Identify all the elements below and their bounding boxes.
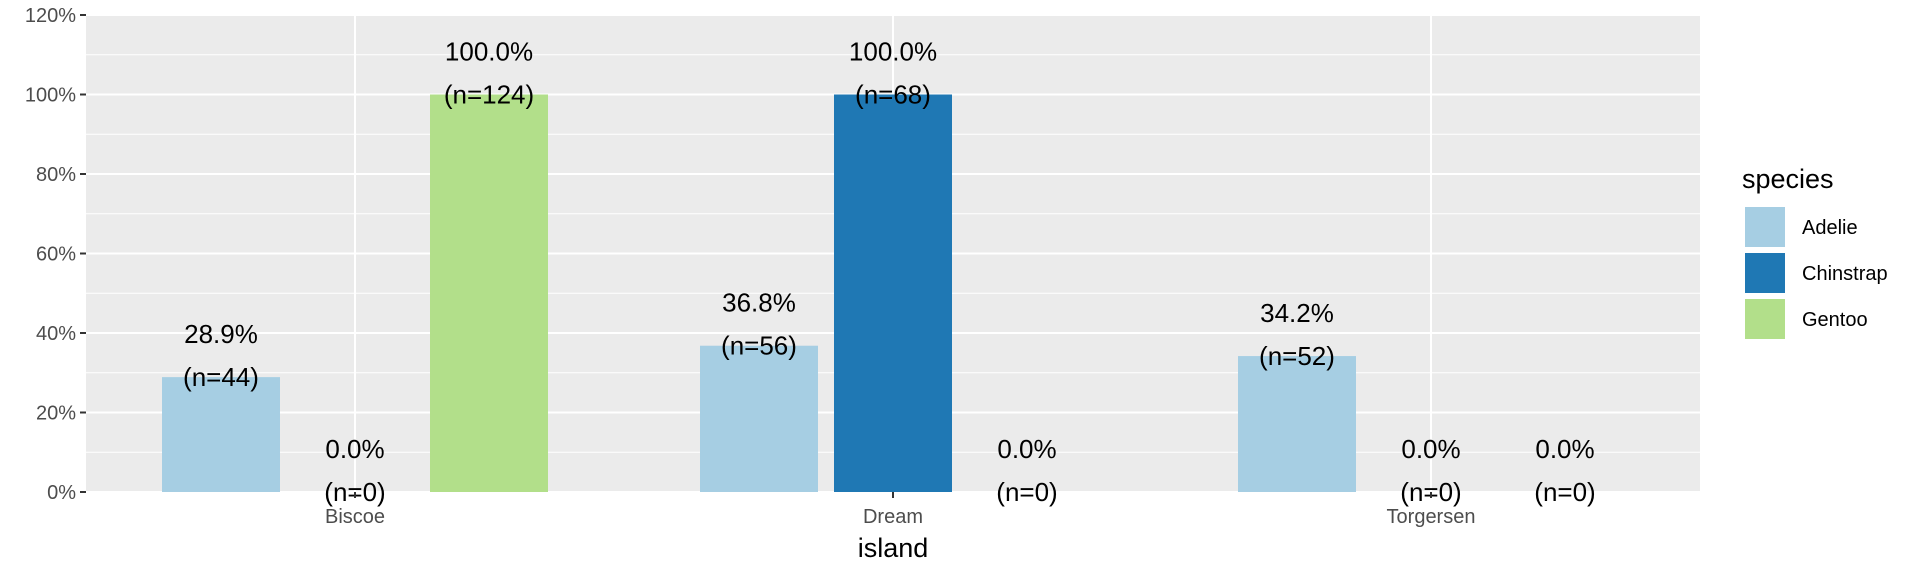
data-label-percent: 100.0% bbox=[445, 37, 533, 67]
x-axis: Biscoe Dream Torgersen bbox=[325, 492, 1475, 528]
legend-key-gentoo bbox=[1743, 297, 1787, 341]
bar-adelie-torgersen bbox=[1238, 356, 1356, 492]
data-label-count: (n=56) bbox=[721, 331, 797, 361]
y-axis: 0% 20% 40% 60% 80% 100% 120% bbox=[25, 5, 86, 504]
data-label-percent: 0.0% bbox=[997, 434, 1056, 464]
x-tick-label: Torgersen bbox=[1387, 506, 1476, 528]
bar-adelie-dream bbox=[700, 345, 818, 492]
x-tick-label: Biscoe bbox=[325, 506, 385, 528]
data-label-count: (n=52) bbox=[1259, 341, 1335, 371]
bars bbox=[162, 94, 1356, 492]
legend-key-chinstrap bbox=[1743, 251, 1787, 295]
data-label-percent: 34.2% bbox=[1260, 298, 1334, 328]
legend-label-chinstrap: Chinstrap bbox=[1802, 263, 1888, 285]
legend-label-gentoo: Gentoo bbox=[1802, 309, 1868, 331]
y-tick-label: 40% bbox=[36, 323, 76, 345]
legend-label-adelie: Adelie bbox=[1802, 217, 1858, 239]
y-tick-label: 80% bbox=[36, 164, 76, 186]
y-tick-label: 20% bbox=[36, 403, 76, 425]
legend: species Adelie Chinstrap Gentoo bbox=[1742, 164, 1888, 341]
x-tick-label: Dream bbox=[863, 506, 923, 528]
x-axis-title: island bbox=[858, 533, 929, 563]
data-label-percent: 0.0% bbox=[325, 434, 384, 464]
bar-chinstrap-dream bbox=[834, 94, 952, 492]
data-label-count: (n=0) bbox=[996, 477, 1057, 507]
data-label-percent: 36.8% bbox=[722, 288, 796, 318]
data-label-percent: 100.0% bbox=[849, 37, 937, 67]
y-tick-label: 0% bbox=[47, 482, 76, 504]
data-labels: 28.9% (n=44) 36.8% (n=56) 34.2% (n=52) 0.0% (n=… bbox=[183, 37, 1596, 508]
bar-gentoo-biscoe bbox=[430, 94, 548, 492]
y-tick-label: 100% bbox=[25, 85, 76, 107]
data-label-count: (n=44) bbox=[183, 362, 259, 392]
legend-title: species bbox=[1742, 164, 1834, 194]
data-label-count: (n=124) bbox=[444, 80, 534, 110]
legend-key-adelie bbox=[1743, 205, 1787, 249]
data-label-percent: 0.0% bbox=[1401, 434, 1460, 464]
data-label-percent: 0.0% bbox=[1535, 434, 1594, 464]
data-label-count: (n=0) bbox=[1534, 477, 1595, 507]
bar-adelie-biscoe bbox=[162, 377, 280, 492]
y-tick-label: 60% bbox=[36, 244, 76, 266]
data-label-percent: 28.9% bbox=[184, 319, 258, 349]
data-label-count: (n=68) bbox=[855, 80, 931, 110]
y-tick-label: 120% bbox=[25, 5, 76, 27]
